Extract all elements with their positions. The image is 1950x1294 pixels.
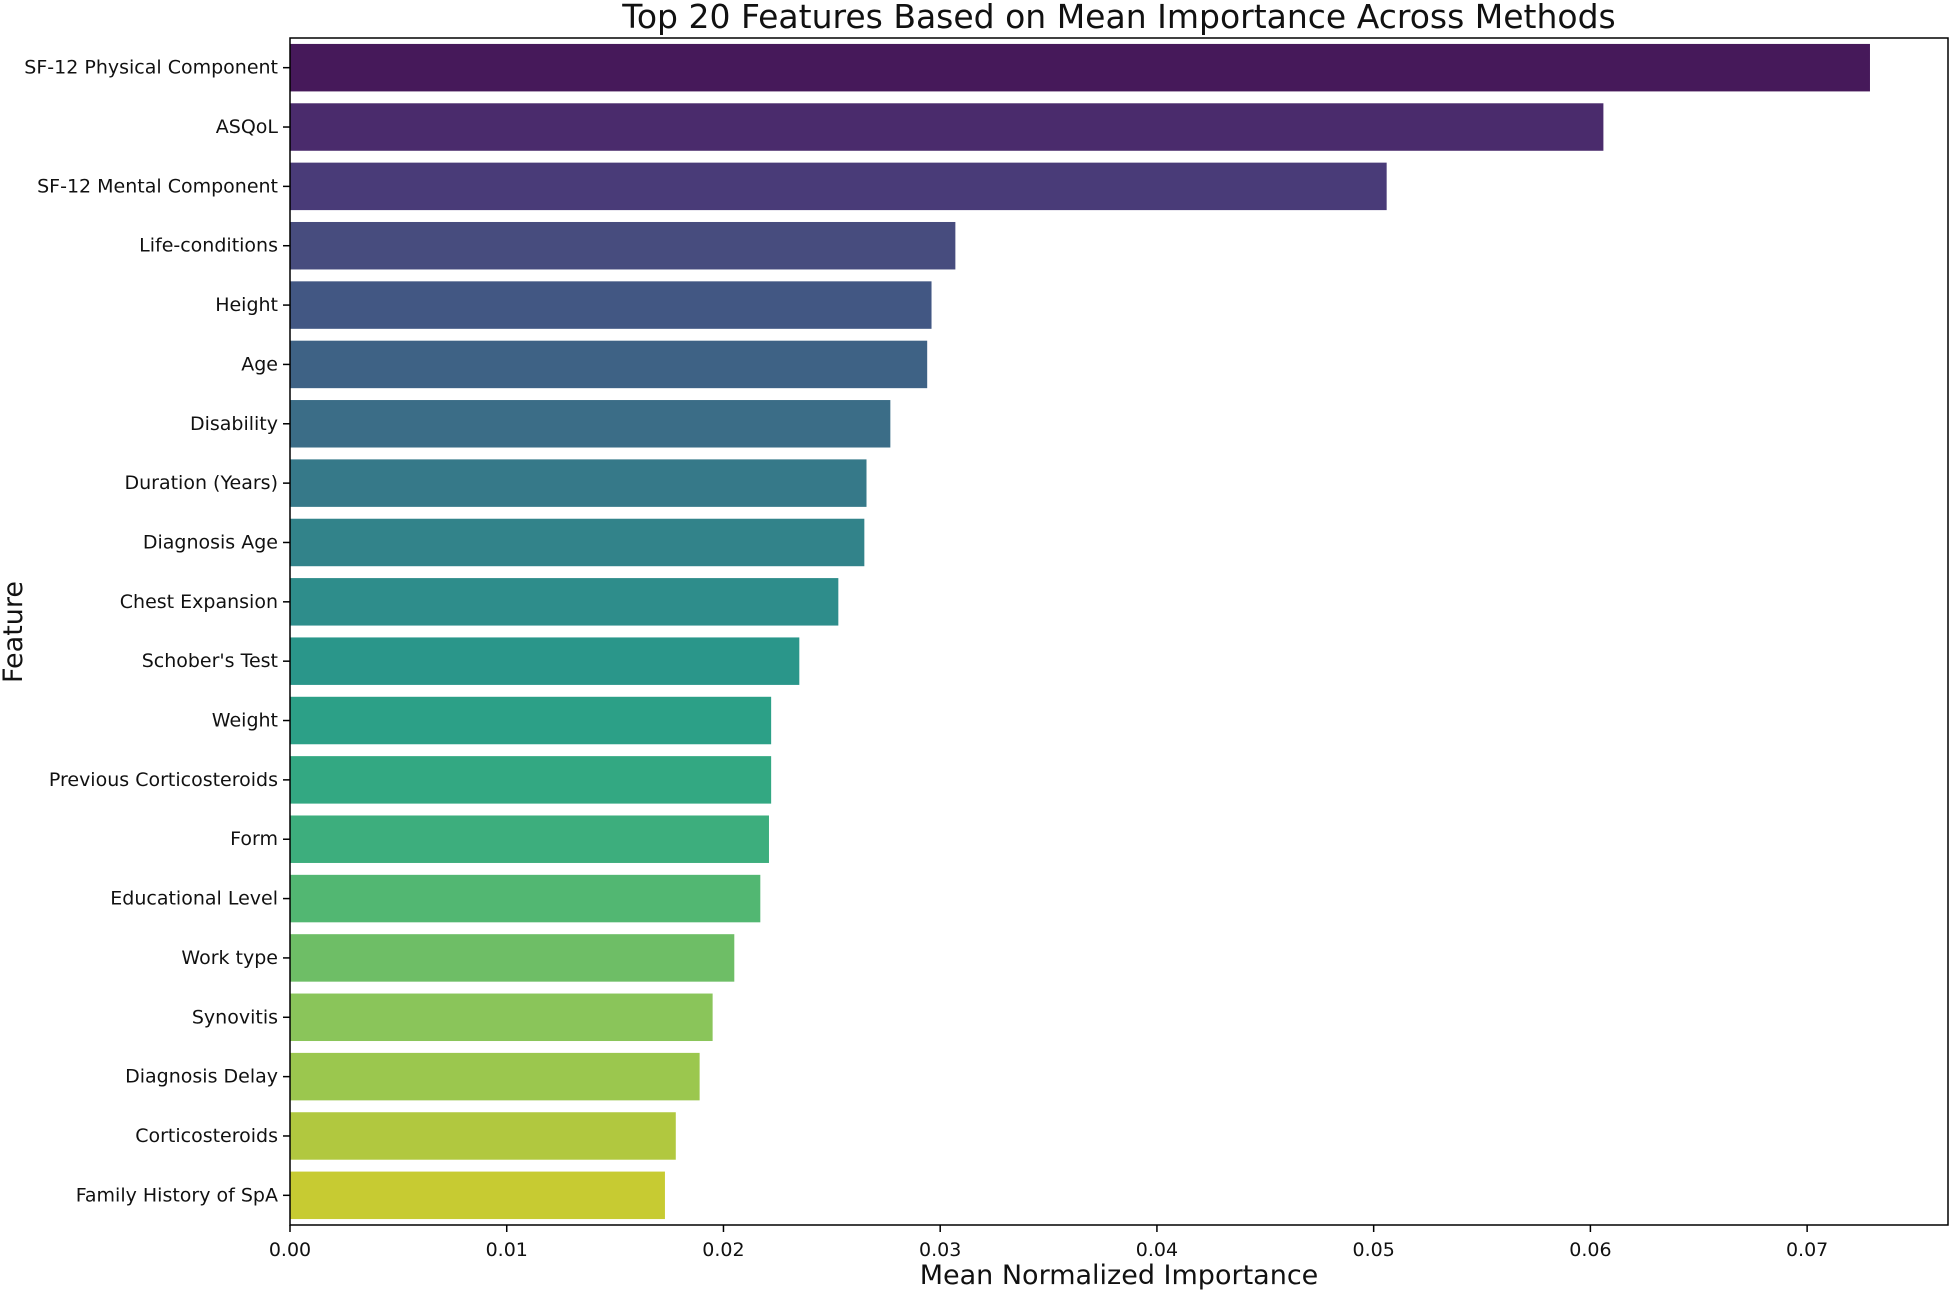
y-axis-label: Feature	[0, 581, 29, 683]
x-tick-label: 0.07	[1786, 1239, 1828, 1261]
x-tick-label: 0.00	[269, 1239, 311, 1261]
y-tick-label: Weight	[212, 710, 278, 732]
bars-group	[290, 43, 1870, 1220]
y-tick-label: Educational Level	[110, 888, 278, 910]
chart-title: Top 20 Features Based on Mean Importance…	[621, 0, 1615, 36]
y-tick-labels: SF-12 Physical Component ASQoL SF-12 Menta…	[24, 57, 290, 1206]
y-tick-label: ASQoL	[216, 116, 279, 138]
bar	[290, 637, 800, 685]
y-tick-label: Height	[215, 294, 278, 316]
bar	[290, 1171, 665, 1220]
bar	[290, 815, 769, 863]
y-tick-label: Work type	[181, 947, 278, 969]
bar	[290, 162, 1387, 211]
x-tick-label: 0.06	[1569, 1239, 1611, 1261]
y-tick-label: Previous Corticosteroids	[49, 769, 278, 791]
x-ticks-group: 0.00 0.01 0.02 0.03 0.04 0.05 0.06 0.07	[269, 1225, 1828, 1261]
x-axis-label: Mean Normalized Importance	[920, 1260, 1319, 1290]
y-tick-label: Age	[241, 353, 278, 375]
bar	[290, 400, 891, 448]
bar	[290, 43, 1870, 92]
y-tick-label: Form	[230, 828, 278, 850]
bar	[290, 1112, 676, 1160]
bar	[290, 459, 867, 507]
y-tick-label: Chest Expansion	[120, 591, 278, 613]
bar	[290, 874, 761, 923]
y-tick-label: Synovitis	[192, 1006, 278, 1028]
x-tick-label: 0.05	[1353, 1239, 1395, 1261]
y-tick-label: Corticosteroids	[135, 1125, 278, 1147]
bar	[290, 696, 772, 745]
y-tick-label: Life-conditions	[139, 235, 278, 257]
bar	[290, 221, 956, 270]
bar	[290, 756, 772, 804]
y-tick-label: Schober's Test	[142, 650, 278, 672]
plot-frame	[289, 37, 1949, 1226]
x-tick-label: 0.03	[919, 1239, 961, 1261]
y-tick-label: Disability	[190, 413, 278, 435]
bar	[290, 1052, 700, 1101]
y-tick-label: Family History of SpA	[76, 1184, 278, 1206]
bar	[290, 578, 839, 626]
bar	[290, 340, 928, 389]
bar	[290, 518, 865, 567]
y-tick-label: SF-12 Mental Component	[37, 175, 278, 197]
x-tick-label: 0.04	[1136, 1239, 1178, 1261]
bar	[290, 103, 1604, 151]
y-tick-label: Diagnosis Age	[143, 531, 278, 553]
y-tick-label: SF-12 Physical Component	[24, 57, 278, 79]
x-tick-label: 0.02	[702, 1239, 744, 1261]
y-tick-label: Diagnosis Delay	[125, 1066, 278, 1088]
bar	[290, 934, 735, 982]
x-tick-label: 0.01	[486, 1239, 528, 1261]
bar	[290, 993, 713, 1042]
y-tick-label: Duration (Years)	[124, 472, 278, 494]
bar	[290, 281, 932, 329]
